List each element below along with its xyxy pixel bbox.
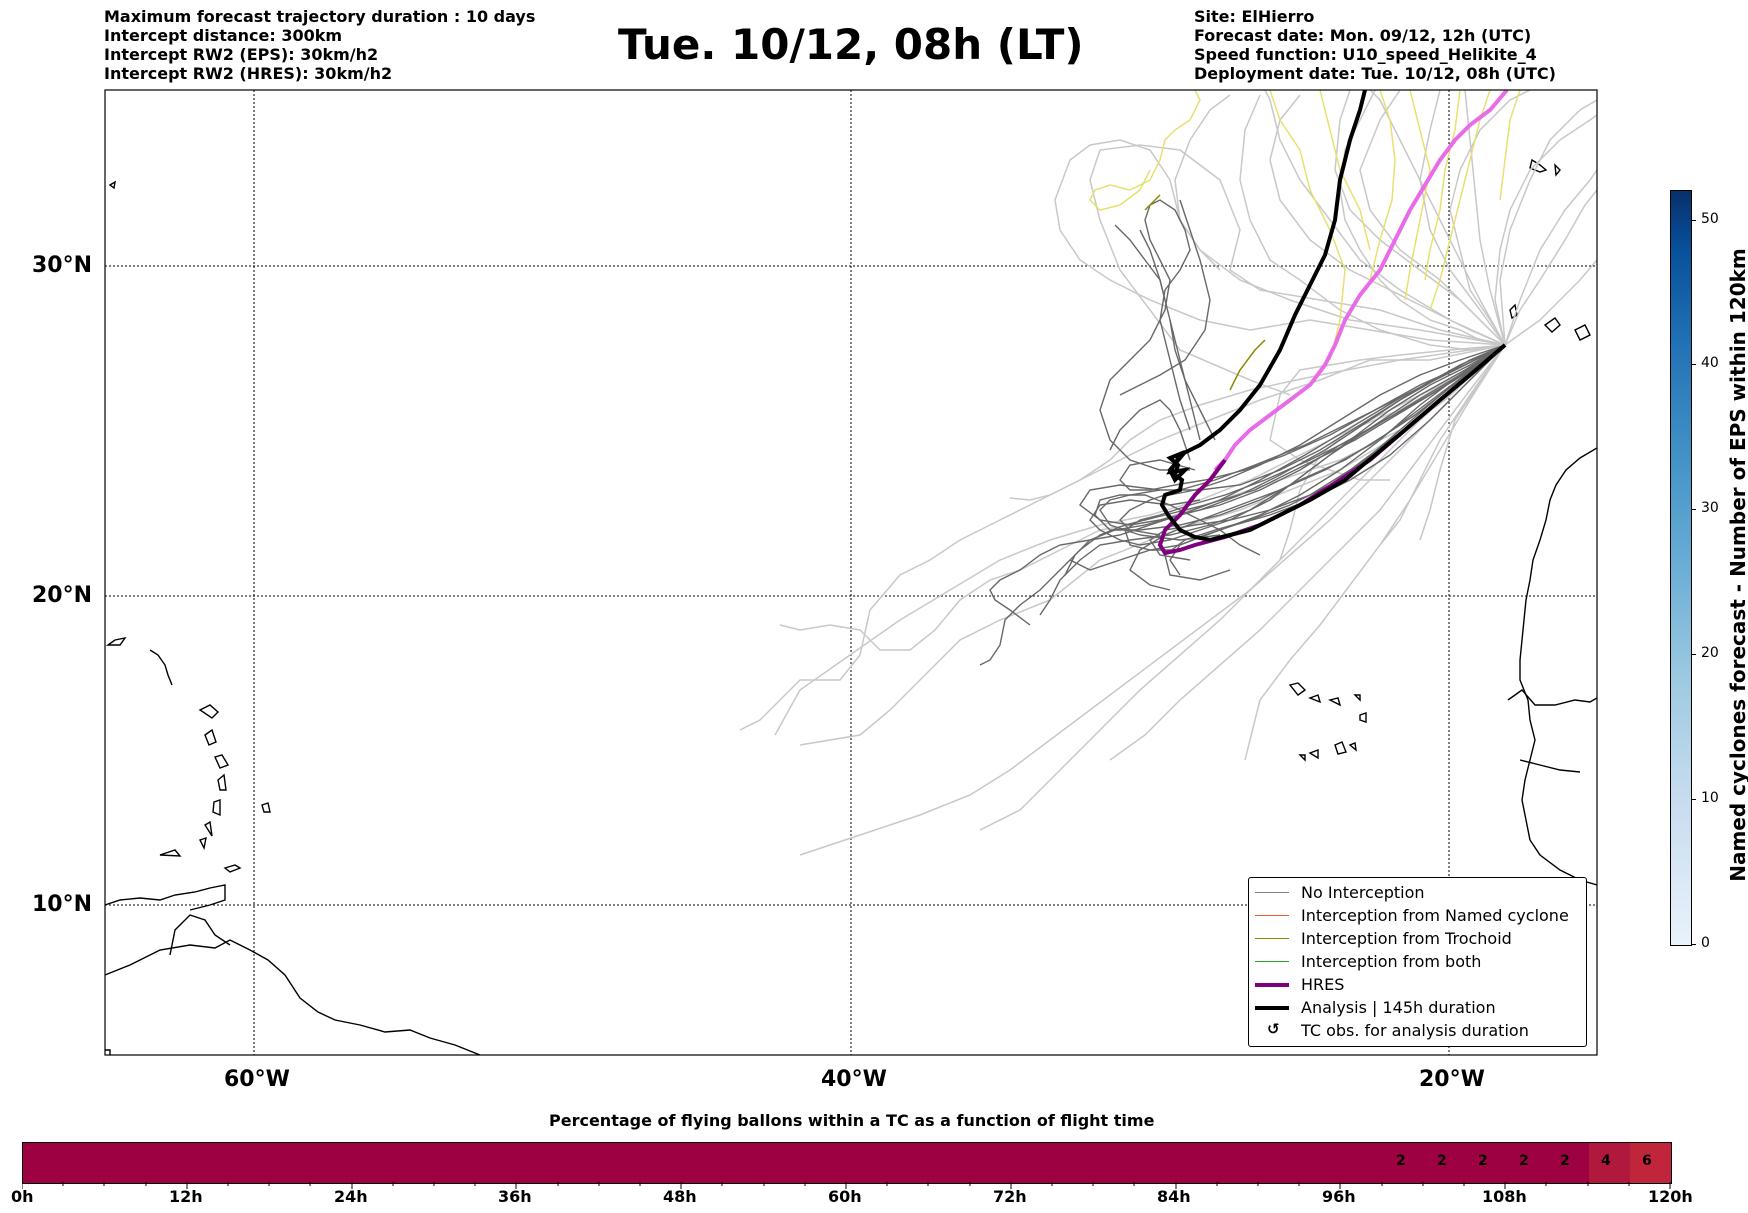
timebar-tick-label: 48h (663, 1187, 697, 1206)
timebar-tick-label: 84h (1157, 1187, 1191, 1206)
timebar-tick-label: 60h (828, 1187, 862, 1206)
legend-item-no-interception: No Interception (1249, 882, 1586, 904)
max-duration-text: Maximum forecast trajectory duration : 1… (104, 7, 536, 26)
lat-label-30n: 30°N (32, 253, 93, 278)
colorbar-tick-50: 50 (1701, 211, 1719, 227)
map-frame (104, 89, 1598, 1056)
eps-trajectories-dark (979, 199, 1506, 666)
lat-label-20n: 20°N (32, 583, 93, 608)
site-text: Site: ElHierro (1194, 7, 1315, 26)
timebar-cell-label: 2 (1478, 1153, 1488, 1169)
intercept-hres-text: Intercept RW2 (HRES): 30km/h2 (104, 64, 393, 83)
map-legend: No Interception Interception from Named … (1248, 877, 1587, 1047)
timebar-cell-label: 6 (1642, 1153, 1652, 1169)
trochoid-interception-line (1144, 194, 1161, 211)
timebar-tick-label: 72h (993, 1187, 1027, 1206)
timebar-cell-label: 2 (1519, 1153, 1529, 1169)
timebar-cell-label: 4 (1601, 1153, 1611, 1169)
lon-label-20w: 20°W (1419, 1067, 1485, 1092)
colorbar (1670, 190, 1692, 946)
timebar-tick-label: 24h (334, 1187, 368, 1206)
colorbar-tick-40: 40 (1701, 355, 1719, 371)
legend-item-hres: HRES (1249, 974, 1586, 996)
timebar-tick-label: 12h (169, 1187, 203, 1206)
legend-item-both: Interception from both (1249, 951, 1586, 973)
hres-trajectory-forecast (1213, 90, 1509, 472)
timebar-tick-label: 0h (11, 1187, 34, 1206)
colorbar-label: Named cyclones forecast - Number of EPS … (1726, 248, 1748, 882)
colorbar-tick-10: 10 (1701, 790, 1719, 806)
intercept-eps-text: Intercept RW2 (EPS): 30km/h2 (104, 45, 379, 64)
colorbar-tick-20: 20 (1701, 645, 1719, 661)
legend-item-analysis: Analysis | 145h duration (1249, 997, 1586, 1019)
timebar-tick-label: 120h (1648, 1187, 1693, 1206)
legend-item-named-cyclone: Interception from Named cyclone (1249, 905, 1586, 927)
timebar-tick-label: 36h (498, 1187, 532, 1206)
header-right: Site: ElHierro Forecast date: Mon. 09/12… (1194, 7, 1556, 83)
timebar-title: Percentage of flying ballons within a TC… (549, 1111, 1155, 1130)
legend-item-trochoid: Interception from Trochoid (1249, 928, 1586, 950)
legend-item-tc-obs: ↺ TC obs. for analysis duration (1267, 1020, 1529, 1040)
coastlines (105, 158, 1597, 1055)
timebar (22, 1142, 1672, 1184)
colorbar-tick-0: 0 (1701, 935, 1710, 951)
lon-label-40w: 40°W (821, 1067, 887, 1092)
forecast-date-text: Forecast date: Mon. 09/12, 12h (UTC) (1194, 26, 1532, 45)
colorbar-ticks (1691, 190, 1701, 946)
cyclone-icon: ↺ (1267, 1020, 1280, 1038)
timebar-tick-label: 96h (1322, 1187, 1356, 1206)
colorbar-tick-30: 30 (1701, 500, 1719, 516)
analysis-trajectory (1159, 90, 1507, 543)
timebar-tick-label: 108h (1482, 1187, 1527, 1206)
timebar-ticks (22, 1182, 1671, 1189)
page-title: Tue. 10/12, 08h (LT) (618, 20, 1084, 69)
trochoid-trajectories (1089, 90, 1521, 361)
timebar-cell-label: 2 (1437, 1153, 1447, 1169)
header-left: Maximum forecast trajectory duration : 1… (104, 7, 535, 83)
intercept-distance-text: Intercept distance: 300km (104, 26, 343, 45)
timebar-cell-lighter (1630, 1143, 1671, 1183)
timebar-cell-label: 2 (1560, 1153, 1570, 1169)
deployment-date-text: Deployment date: Tue. 10/12, 08h (UTC) (1194, 64, 1556, 83)
timebar-cell-light (1589, 1143, 1630, 1183)
timebar-cell-label: 2 (1396, 1153, 1406, 1169)
lat-label-10n: 10°N (32, 892, 93, 917)
lon-label-60w: 60°W (224, 1067, 290, 1092)
speed-function-text: Speed function: U10_speed_Helikite_4 (1194, 45, 1537, 64)
